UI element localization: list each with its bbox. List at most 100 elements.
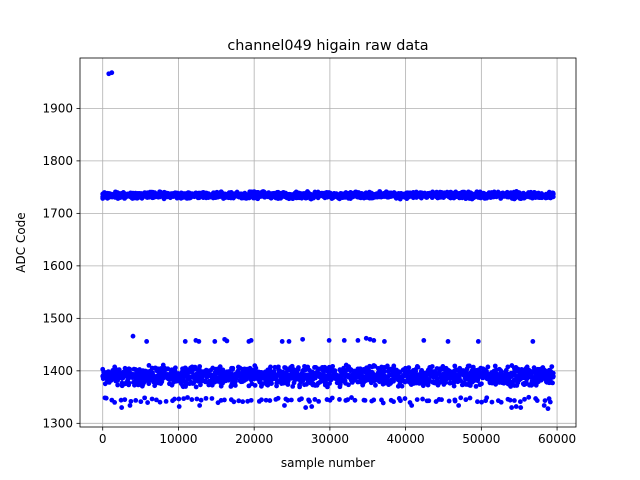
data-point <box>259 397 264 403</box>
data-point <box>146 363 152 368</box>
data-point <box>355 337 361 343</box>
x-tick-label: 60000 <box>538 432 576 446</box>
data-point <box>192 364 198 370</box>
data-point <box>467 363 472 369</box>
data-point <box>498 369 504 375</box>
x-tick-label: 50000 <box>462 432 500 446</box>
x-tick-label: 20000 <box>235 432 273 446</box>
grid <box>80 58 576 427</box>
data-point <box>526 394 532 400</box>
data-point <box>127 403 133 408</box>
data-point <box>157 399 163 405</box>
data-point <box>152 383 158 389</box>
data-point <box>285 397 291 403</box>
data-point <box>550 380 555 386</box>
data-point <box>414 397 420 402</box>
data-point <box>154 397 159 403</box>
data-point <box>399 383 405 389</box>
data-point <box>371 397 377 403</box>
data-point <box>316 366 322 372</box>
data-point <box>479 399 484 405</box>
data-point <box>398 398 403 404</box>
data-point <box>181 396 187 402</box>
x-tick-label: 0 <box>99 432 107 446</box>
x-axis-label: sample number <box>281 456 375 470</box>
data-point <box>198 397 204 403</box>
data-point <box>279 339 285 344</box>
data-point <box>550 374 556 379</box>
data-point <box>550 194 556 200</box>
data-point <box>115 382 121 388</box>
data-point <box>303 405 309 410</box>
data-point <box>475 339 481 344</box>
data-point <box>485 364 491 370</box>
data-point <box>222 397 227 403</box>
plot-area-frame <box>79 57 577 428</box>
data-point <box>224 338 230 344</box>
data-point <box>138 399 144 405</box>
data-point <box>505 364 511 370</box>
data-point <box>144 339 150 344</box>
y-tick-label: 1300 <box>42 417 73 431</box>
data-point <box>373 382 378 388</box>
data-point <box>507 397 513 403</box>
data-point <box>382 339 387 344</box>
data-point <box>209 396 215 401</box>
data-point <box>299 396 304 402</box>
data-point <box>479 381 484 387</box>
data-point <box>202 378 208 384</box>
data-point <box>176 396 182 402</box>
data-point <box>182 339 188 344</box>
data-point <box>203 395 209 401</box>
data-point <box>362 398 368 403</box>
data-point <box>517 399 523 405</box>
data-point <box>463 397 469 403</box>
data-point <box>190 381 196 386</box>
data-point <box>272 364 278 370</box>
data-point <box>248 337 254 343</box>
data-point <box>295 366 301 372</box>
data-point <box>197 403 203 408</box>
data-point <box>231 399 237 405</box>
data-point <box>429 364 435 369</box>
data-point <box>513 404 519 409</box>
data-point <box>413 368 418 374</box>
data-point <box>198 382 203 388</box>
data-point <box>309 404 315 409</box>
y-tick-label: 1400 <box>42 364 73 378</box>
data-point <box>263 397 269 403</box>
data-point <box>286 339 292 344</box>
data-point <box>172 366 178 371</box>
data-point <box>112 399 118 405</box>
data-point <box>421 337 427 343</box>
data-point <box>326 337 332 343</box>
data-point <box>542 398 548 403</box>
data-point <box>275 395 281 401</box>
data-point <box>139 383 145 389</box>
data-point <box>193 384 199 390</box>
data-point <box>391 399 396 405</box>
data-point <box>367 336 373 342</box>
data-point <box>522 396 527 402</box>
data-point <box>183 384 188 389</box>
data-point <box>230 365 236 371</box>
y-tick-label: 1900 <box>42 102 73 116</box>
data-point <box>163 366 169 372</box>
data-point <box>353 371 359 377</box>
chart-title: channel049 higain raw data <box>227 38 428 54</box>
data-point <box>406 365 412 371</box>
data-point <box>439 397 444 403</box>
data-point <box>212 339 218 344</box>
data-point <box>445 339 451 344</box>
data-point <box>415 364 421 370</box>
data-point <box>163 399 169 404</box>
data-point <box>545 406 551 412</box>
data-point <box>213 372 218 378</box>
data-point <box>236 398 242 404</box>
data-point <box>119 405 125 410</box>
data-point <box>128 398 134 404</box>
data-point <box>391 378 396 384</box>
data-point <box>322 380 328 386</box>
data-point <box>253 365 259 371</box>
